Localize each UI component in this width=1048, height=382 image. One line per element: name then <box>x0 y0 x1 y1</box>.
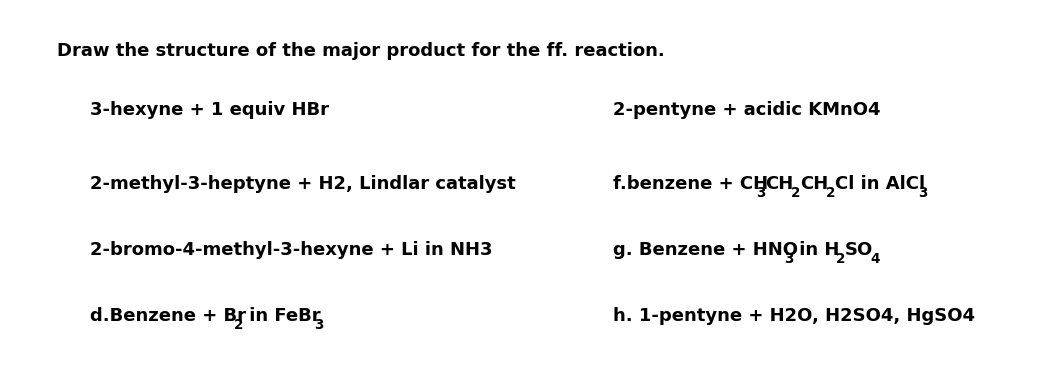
Text: 2-pentyne + acidic KMnO4: 2-pentyne + acidic KMnO4 <box>613 101 880 119</box>
Text: CH: CH <box>765 175 793 193</box>
Text: SO: SO <box>845 241 873 259</box>
Text: in FeBr: in FeBr <box>243 307 321 325</box>
Text: 3: 3 <box>784 252 793 266</box>
Text: Draw the structure of the major product for the ff. reaction.: Draw the structure of the major product … <box>58 42 664 60</box>
Text: Cl in AlCl: Cl in AlCl <box>835 175 925 193</box>
Text: in H: in H <box>793 241 839 259</box>
Text: h. 1-pentyne + H2O, H2SO4, HgSO4: h. 1-pentyne + H2O, H2SO4, HgSO4 <box>613 307 975 325</box>
Text: 3: 3 <box>314 318 324 332</box>
Text: 2: 2 <box>234 318 243 332</box>
Text: CH: CH <box>800 175 828 193</box>
Text: 2-bromo-4-methyl-3-hexyne + Li in NH3: 2-bromo-4-methyl-3-hexyne + Li in NH3 <box>90 241 493 259</box>
Text: 2: 2 <box>791 186 801 200</box>
Text: 3-hexyne + 1 equiv HBr: 3-hexyne + 1 equiv HBr <box>90 101 329 119</box>
Text: 3: 3 <box>757 186 766 200</box>
Text: g. Benzene + HNO: g. Benzene + HNO <box>613 241 799 259</box>
Text: 4: 4 <box>871 252 880 266</box>
Text: d.Benzene + Br: d.Benzene + Br <box>90 307 245 325</box>
Text: f.benzene + CH: f.benzene + CH <box>613 175 768 193</box>
Text: 3: 3 <box>918 186 927 200</box>
Text: 2-methyl-3-heptyne + H2, Lindlar catalyst: 2-methyl-3-heptyne + H2, Lindlar catalys… <box>90 175 516 193</box>
Text: 2: 2 <box>826 186 835 200</box>
Text: 2: 2 <box>835 252 845 266</box>
